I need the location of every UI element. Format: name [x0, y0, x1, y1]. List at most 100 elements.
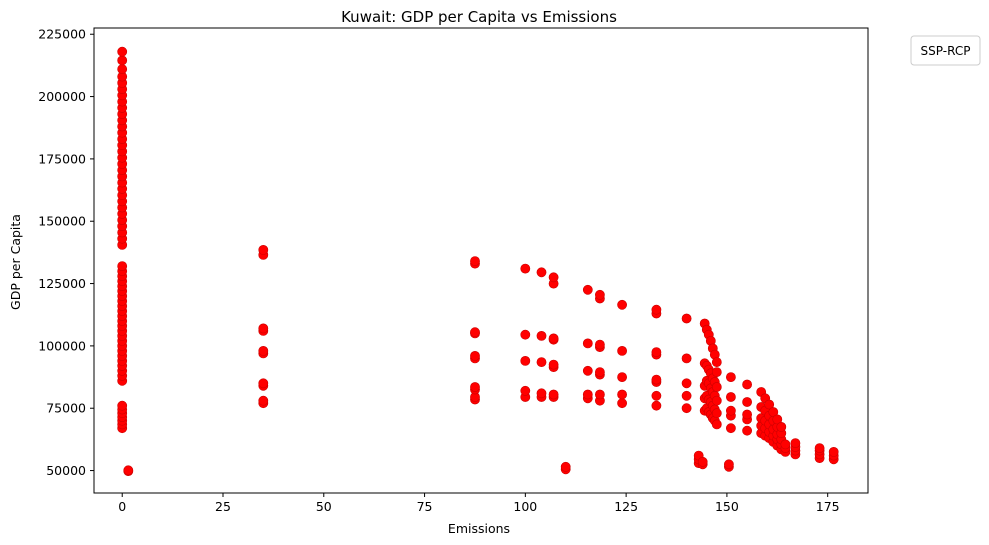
data-point [681, 378, 692, 389]
legend-box [910, 35, 981, 66]
data-point [711, 419, 722, 430]
data-point [548, 389, 559, 400]
data-point [651, 390, 662, 401]
data-point [651, 347, 662, 357]
data-point [617, 389, 627, 400]
data-point [726, 423, 736, 434]
data-point [470, 350, 480, 361]
data-point [470, 382, 480, 392]
data-point [790, 438, 801, 448]
data-point [726, 372, 736, 382]
data-point [548, 359, 559, 370]
legend-title: SSP-RCP [921, 44, 971, 58]
data-point [711, 357, 722, 367]
data-point [742, 397, 752, 407]
data-point [814, 443, 825, 453]
data-point [742, 379, 752, 390]
y-tick-label: 125000 [38, 276, 86, 291]
data-point [764, 399, 775, 410]
data-point [536, 330, 547, 341]
data-point [595, 339, 605, 350]
data-point [726, 392, 736, 402]
y-tick-label: 50000 [46, 463, 86, 478]
data-point [117, 400, 128, 411]
data-point [617, 299, 627, 310]
data-point [520, 385, 531, 396]
data-point [651, 374, 662, 385]
y-axis-label: GDP per Capita [8, 214, 23, 310]
y-tick-label: 200000 [38, 89, 86, 104]
data-point [595, 389, 605, 400]
data-point [258, 345, 269, 356]
data-point [711, 408, 722, 419]
data-point [258, 323, 269, 334]
data-point [536, 388, 547, 399]
data-point [520, 329, 531, 340]
y-tick-label: 75000 [46, 401, 86, 416]
x-tick-label: 100 [513, 499, 537, 514]
x-tick-label: 175 [816, 499, 840, 514]
y-axis: 50000 75000 100000 125000 150000 175000 200000… [38, 27, 94, 478]
data-point [651, 400, 662, 411]
data-point [548, 272, 559, 283]
x-tick-label: 50 [316, 499, 332, 514]
x-tick-label: 75 [417, 499, 433, 514]
data-point [617, 398, 627, 409]
data-point [617, 345, 627, 356]
data-point [681, 353, 692, 364]
x-axis: 0 25 50 75 100 125 150 175 [118, 493, 840, 514]
data-point [681, 313, 692, 324]
data-point [470, 327, 480, 338]
data-point [711, 367, 722, 377]
data-point [742, 409, 752, 420]
data-point [780, 439, 791, 450]
y-tick-label: 150000 [38, 214, 86, 229]
data-point [711, 395, 722, 406]
y-tick-label: 100000 [38, 338, 86, 353]
points-layer [117, 46, 839, 476]
data-point [582, 389, 593, 400]
data-point [582, 365, 593, 376]
data-point [117, 46, 128, 57]
data-point [582, 284, 593, 295]
data-point [520, 355, 531, 366]
data-point [595, 289, 605, 300]
data-point [548, 333, 559, 344]
x-tick-label: 125 [614, 499, 638, 514]
data-point [651, 304, 662, 315]
x-tick-label: 25 [215, 499, 231, 514]
legend: SSP-RCP [910, 35, 981, 66]
data-point [828, 446, 839, 457]
data-point [742, 425, 752, 436]
data-point [726, 405, 736, 416]
data-point [123, 465, 134, 476]
data-point [117, 55, 128, 66]
data-point [117, 261, 128, 271]
data-point [470, 256, 480, 266]
data-point [117, 64, 128, 74]
data-point [258, 378, 269, 389]
plot-frame [93, 27, 869, 494]
data-point [536, 267, 547, 278]
data-point [536, 357, 547, 367]
data-point [681, 403, 692, 414]
x-tick-label: 0 [118, 499, 126, 514]
y-tick-label: 225000 [38, 27, 86, 42]
data-point [595, 367, 605, 377]
data-point [520, 263, 531, 274]
data-point [258, 395, 269, 406]
data-point [776, 421, 787, 432]
data-point [258, 244, 269, 255]
data-point [560, 461, 571, 472]
chart-title: Kuwait: GDP per Capita vs Emissions [341, 8, 617, 26]
data-point [724, 459, 734, 470]
data-point [617, 372, 627, 382]
data-point [681, 390, 692, 401]
x-axis-label: Emissions [448, 521, 510, 536]
data-point [711, 382, 722, 392]
data-point [772, 414, 783, 425]
data-point [697, 456, 708, 467]
data-point [582, 338, 593, 349]
